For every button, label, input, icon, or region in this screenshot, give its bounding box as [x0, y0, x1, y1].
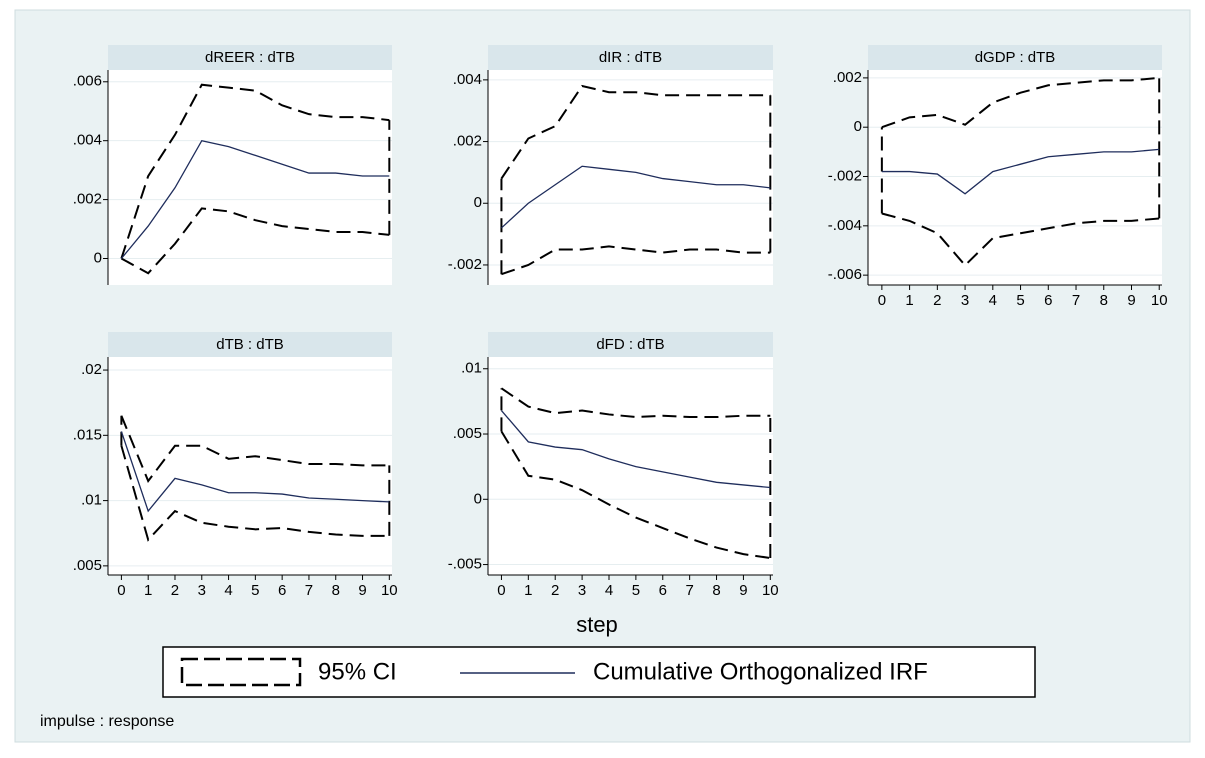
- ci-upper: [500, 84, 771, 180]
- y-tick-label: .002: [453, 133, 482, 150]
- irf-line: [500, 410, 771, 489]
- plot-area: [488, 357, 773, 575]
- ci-lower: [881, 212, 1160, 267]
- y-tick-label: 0: [474, 490, 482, 507]
- legend-label: 95% CI: [318, 658, 397, 685]
- panel-title: dFD : dTB: [596, 336, 664, 353]
- panel-title: dGDP : dTB: [975, 49, 1056, 66]
- x-tick-label: 6: [659, 582, 667, 599]
- y-tick-label: .002: [73, 191, 102, 208]
- y-tick-label: .01: [461, 360, 482, 377]
- y-tick-label: 0: [474, 194, 482, 211]
- x-tick-label: 8: [712, 582, 720, 599]
- x-tick-label: 0: [878, 292, 886, 309]
- strip: [488, 332, 773, 357]
- ci-upper: [500, 387, 771, 419]
- strip: [488, 45, 773, 70]
- x-tick-label: 6: [1044, 292, 1052, 309]
- x-tick-label: 7: [305, 582, 313, 599]
- y-tick-label: -.005: [448, 556, 482, 573]
- x-tick-label: 1: [144, 582, 152, 599]
- y-tick-label: .005: [453, 425, 482, 442]
- x-tick-label: 5: [1016, 292, 1024, 309]
- x-tick-label: 6: [278, 582, 286, 599]
- y-tick-label: -.002: [448, 256, 482, 273]
- x-tick-label: 7: [685, 582, 693, 599]
- x-tick-label: 1: [524, 582, 532, 599]
- y-tick-label: .005: [73, 557, 102, 574]
- panel-title: dTB : dTB: [216, 336, 284, 353]
- x-tick-label: 4: [224, 582, 232, 599]
- legend-label: Cumulative Orthogonalized IRF: [593, 658, 928, 685]
- x-tick-label: 5: [632, 582, 640, 599]
- plot-area: [108, 357, 392, 575]
- plot-area: [488, 70, 773, 285]
- x-tick-label: 1: [905, 292, 913, 309]
- legend: [162, 646, 1036, 698]
- x-tick-label: 9: [358, 582, 366, 599]
- plot-area: [868, 70, 1162, 285]
- y-tick-label: .015: [73, 426, 102, 443]
- x-tick-label: 3: [578, 582, 586, 599]
- y-tick-label: 0: [854, 118, 862, 135]
- panel-title: dREER : dTB: [205, 49, 295, 66]
- x-tick-label: 10: [762, 582, 779, 599]
- ci-lower: [120, 445, 390, 542]
- y-tick-label: .004: [453, 71, 482, 88]
- irf-line: [120, 139, 390, 259]
- ci-upper: [120, 415, 390, 484]
- y-tick-label: -.004: [828, 217, 862, 234]
- x-tick-label: 2: [933, 292, 941, 309]
- x-tick-label: 10: [381, 582, 398, 599]
- ci-upper: [881, 76, 1160, 129]
- x-tick-label: 7: [1072, 292, 1080, 309]
- y-tick-label: -.002: [828, 167, 862, 184]
- y-tick-label: .02: [81, 361, 102, 378]
- plot-area: [108, 70, 392, 285]
- x-tick-label: 9: [739, 582, 747, 599]
- y-tick-label: .004: [73, 132, 102, 149]
- x-tick-label: 3: [198, 582, 206, 599]
- x-tick-label: 3: [961, 292, 969, 309]
- ci-lower: [501, 245, 771, 276]
- strip: [108, 45, 392, 70]
- x-tick-label: 2: [551, 582, 559, 599]
- y-tick-label: 0: [94, 249, 102, 266]
- x-tick-label: 8: [332, 582, 340, 599]
- x-tick-label: 9: [1127, 292, 1135, 309]
- strip: [868, 45, 1162, 70]
- x-tick-label: 5: [251, 582, 259, 599]
- y-tick-label: .006: [73, 73, 102, 90]
- x-tick-label: 4: [989, 292, 997, 309]
- x-tick-label: 2: [171, 582, 179, 599]
- x-tick-label: 10: [1151, 292, 1168, 309]
- ci-lower: [120, 207, 390, 275]
- x-tick-label: 0: [497, 582, 505, 599]
- panel-title: dIR : dTB: [599, 49, 662, 66]
- note: impulse : response: [40, 713, 174, 730]
- y-tick-label: .01: [81, 492, 102, 509]
- x-tick-label: 8: [1100, 292, 1108, 309]
- ci-lower: [500, 430, 771, 560]
- y-tick-label: .002: [833, 69, 862, 86]
- x-tick-label: 0: [117, 582, 125, 599]
- irf-line: [120, 431, 390, 513]
- x-axis-title: step: [576, 612, 618, 637]
- irf-line: [501, 165, 771, 229]
- ci-upper: [120, 83, 390, 259]
- x-tick-label: 4: [605, 582, 613, 599]
- strip: [108, 332, 392, 357]
- irf-line: [881, 148, 1160, 195]
- y-tick-label: -.006: [828, 266, 862, 283]
- legend-ci-key: [180, 657, 302, 687]
